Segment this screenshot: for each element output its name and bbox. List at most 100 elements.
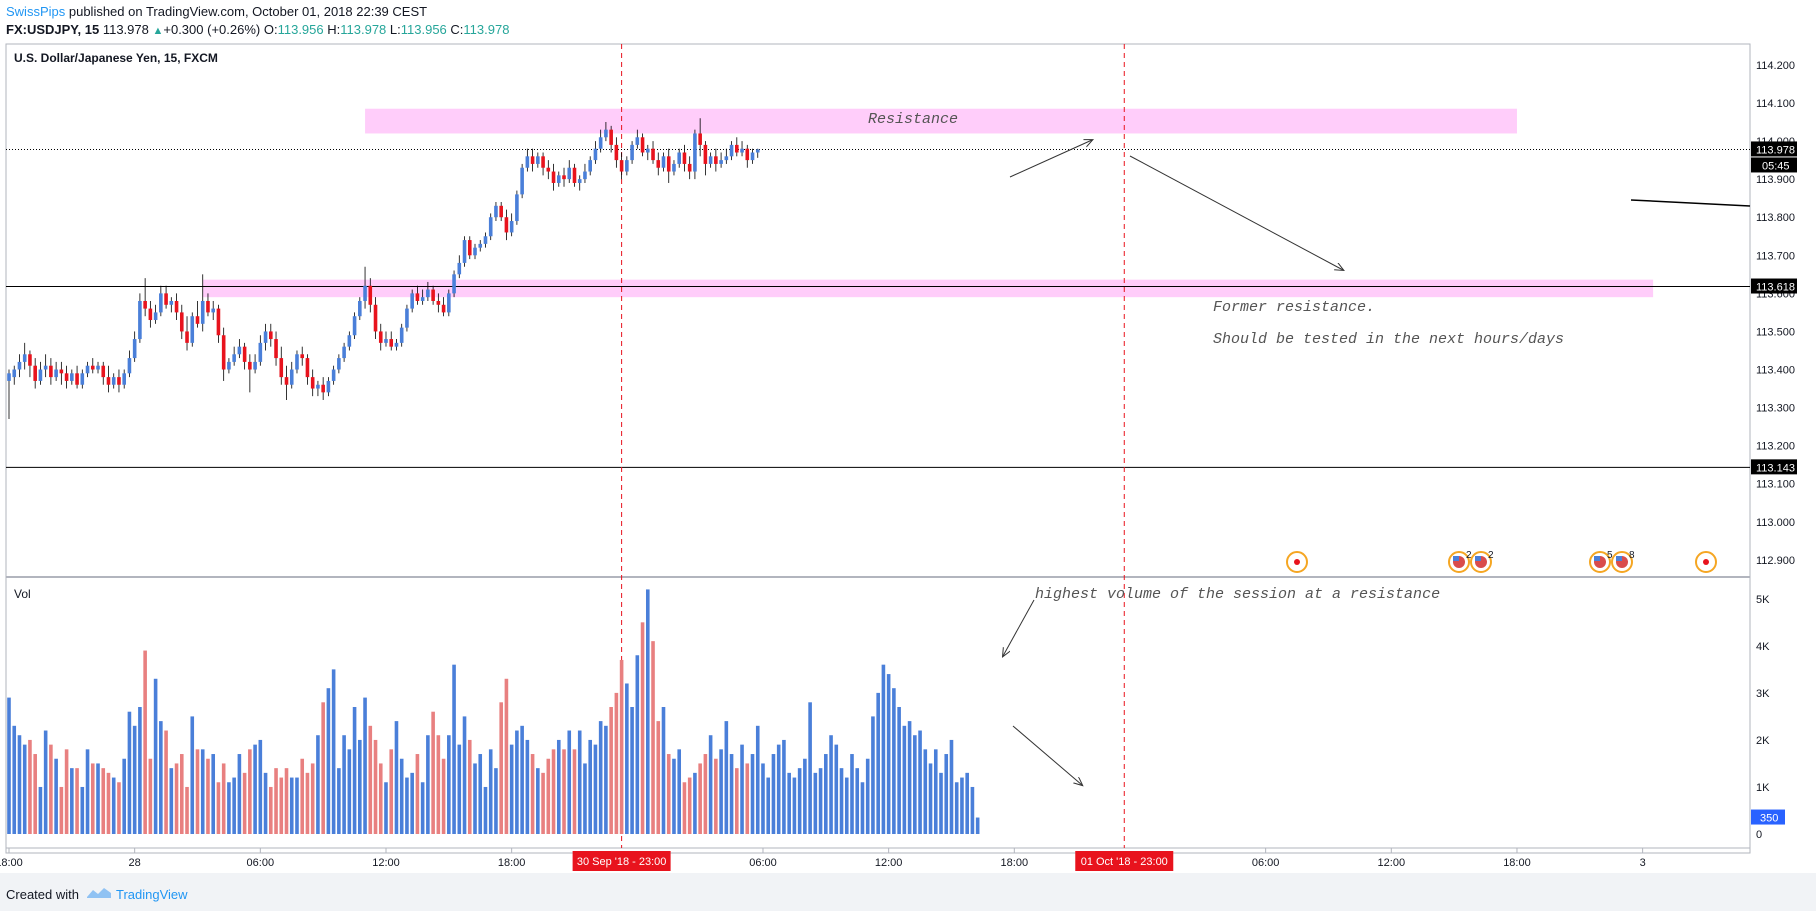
volume-bar[interactable]	[625, 683, 629, 834]
volume-bar[interactable]	[300, 758, 305, 834]
candle[interactable]	[90, 358, 95, 374]
volume-bar[interactable]	[735, 768, 739, 834]
volume-bar[interactable]	[834, 744, 839, 834]
candle[interactable]	[337, 354, 341, 374]
volume-bar[interactable]	[698, 763, 702, 834]
volume-bar[interactable]	[295, 777, 299, 834]
candle[interactable]	[541, 152, 545, 176]
volume-bar[interactable]	[494, 768, 498, 834]
tradingview-link[interactable]: TradingView	[116, 887, 188, 902]
volume-bar[interactable]	[766, 777, 771, 834]
candle[interactable]	[687, 156, 692, 180]
candle[interactable]	[263, 323, 268, 351]
candle[interactable]	[169, 297, 174, 313]
volume-bar[interactable]	[839, 768, 844, 834]
candle[interactable]	[499, 201, 503, 222]
volume-bar[interactable]	[378, 763, 383, 834]
candle[interactable]	[525, 148, 530, 172]
candle[interactable]	[478, 240, 483, 252]
volume-bar[interactable]	[708, 735, 713, 834]
candle[interactable]	[530, 148, 535, 172]
volume-bar[interactable]	[975, 817, 980, 834]
volume-bar[interactable]	[415, 754, 420, 834]
event-dot-icon[interactable]	[1286, 551, 1308, 573]
candle[interactable]	[488, 213, 493, 241]
price-axis[interactable]: 114.200114.100114.000113.900113.800113.7…	[1751, 60, 1797, 567]
volume-bar[interactable]	[12, 725, 17, 834]
candle[interactable]	[515, 190, 519, 225]
candle[interactable]	[546, 160, 551, 180]
candle[interactable]	[572, 163, 577, 187]
volume-bar[interactable]	[541, 772, 545, 834]
volume-bar[interactable]	[871, 716, 875, 834]
candle[interactable]	[232, 346, 236, 366]
candle[interactable]	[253, 354, 257, 374]
candle[interactable]	[672, 160, 676, 176]
volume-bar[interactable]	[159, 721, 163, 834]
candle[interactable]	[724, 148, 729, 164]
volume-bar[interactable]	[792, 777, 797, 834]
volume-bar[interactable]	[844, 777, 849, 834]
volume-bar[interactable]	[656, 721, 661, 834]
volume-bar[interactable]	[164, 730, 168, 834]
support-zone[interactable]	[202, 279, 1654, 298]
volume-bar[interactable]	[195, 749, 200, 834]
us-flag-event-icon[interactable]	[1589, 551, 1611, 573]
candle[interactable]	[122, 369, 126, 389]
candle[interactable]	[567, 160, 572, 183]
projection-arrow[interactable]	[1129, 155, 1343, 270]
volume-bar[interactable]	[279, 777, 284, 834]
volume-bar[interactable]	[536, 768, 540, 834]
volume-bar[interactable]	[724, 721, 729, 834]
candle[interactable]	[635, 129, 640, 149]
candle[interactable]	[494, 201, 498, 222]
candle[interactable]	[389, 331, 394, 351]
volume-bar[interactable]	[64, 749, 69, 834]
candle[interactable]	[410, 289, 414, 313]
candle[interactable]	[237, 339, 242, 359]
volume-bar[interactable]	[462, 716, 467, 834]
volume-bar[interactable]	[352, 707, 357, 834]
volume-bar[interactable]	[755, 725, 760, 834]
candle[interactable]	[295, 350, 299, 374]
volume-bar[interactable]	[556, 739, 561, 834]
candle[interactable]	[619, 152, 624, 180]
volume-bar[interactable]	[49, 744, 53, 834]
volume-bar[interactable]	[813, 772, 818, 834]
volume-bar[interactable]	[520, 725, 524, 834]
candle[interactable]	[17, 354, 22, 378]
candle[interactable]	[33, 358, 37, 389]
candle[interactable]	[289, 361, 294, 389]
volume-bar[interactable]	[143, 650, 147, 834]
us-flag-event-icon[interactable]	[1470, 551, 1492, 573]
volume-bar[interactable]	[216, 782, 221, 834]
volume-bar[interactable]	[227, 782, 231, 834]
candle[interactable]	[604, 122, 608, 142]
candle[interactable]	[645, 144, 650, 161]
candle[interactable]	[70, 369, 74, 385]
volume-bar[interactable]	[331, 669, 336, 834]
candle[interactable]	[384, 331, 388, 347]
volume-bar[interactable]	[714, 758, 718, 834]
volume-bar[interactable]	[405, 777, 409, 834]
volume-bar[interactable]	[572, 749, 577, 834]
volume-bar[interactable]	[431, 711, 435, 834]
candle[interactable]	[625, 156, 629, 176]
volume-bar[interactable]	[127, 711, 132, 834]
candle[interactable]	[504, 209, 509, 241]
volume-bar[interactable]	[384, 782, 388, 834]
volume-bar[interactable]	[132, 725, 137, 834]
volume-bar[interactable]	[488, 749, 493, 834]
volume-bar[interactable]	[902, 725, 907, 834]
volume-bar[interactable]	[525, 739, 530, 834]
volume-bar[interactable]	[719, 749, 723, 834]
volume-decline-arrow[interactable]	[1012, 725, 1082, 785]
volume-bar[interactable]	[546, 758, 551, 834]
volume-bar[interactable]	[703, 754, 708, 834]
volume-bar[interactable]	[457, 744, 462, 834]
volume-bar[interactable]	[761, 763, 765, 834]
candle[interactable]	[394, 339, 399, 351]
volume-bar[interactable]	[939, 772, 943, 834]
volume-bar[interactable]	[913, 735, 917, 834]
candle[interactable]	[447, 289, 451, 317]
